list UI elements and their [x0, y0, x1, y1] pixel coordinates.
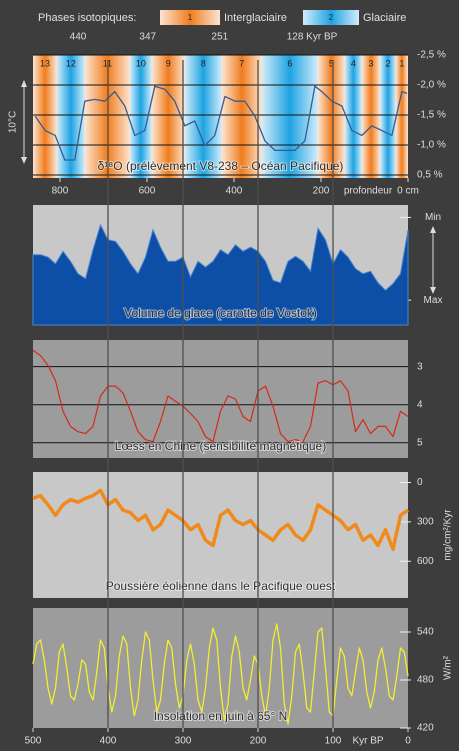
- x-tick-label: 500: [25, 736, 42, 747]
- x-tick-label: 300: [175, 736, 192, 747]
- panel-title: Volume de glace (carotte de Vostok): [124, 306, 317, 320]
- y-tick-label: 420: [417, 723, 434, 734]
- stage-band: [184, 55, 222, 178]
- x-tick-label: 200: [250, 736, 267, 747]
- stage-band: [56, 55, 85, 178]
- stage-label: 1: [399, 58, 404, 68]
- x-tick-label: 600: [139, 186, 156, 197]
- y-tick-label: 4: [417, 399, 423, 410]
- panel-title: Poussière éolienne dans le Pacifique oue…: [106, 579, 336, 593]
- arrow-head: [21, 80, 27, 87]
- stage-label: 2: [385, 58, 390, 68]
- stage-label: 10: [136, 58, 146, 68]
- top-tick-label: 128 Kyr BP: [287, 32, 338, 43]
- y-tick-label: 480: [417, 675, 434, 686]
- y-tick-label: 5: [417, 437, 423, 448]
- legend-label: Interglaciaire: [224, 12, 287, 24]
- x-axis-label: Kyr BP: [352, 736, 383, 747]
- stage-band: [130, 55, 152, 178]
- line: [32, 623, 409, 725]
- stage-band: [261, 55, 318, 178]
- stage-label: 13: [40, 58, 50, 68]
- stage-band: [395, 55, 408, 178]
- arrow-head: [430, 226, 436, 233]
- stage-band: [344, 55, 362, 178]
- x-tick-label: 0: [405, 736, 411, 747]
- legend-swatch: [303, 10, 359, 25]
- stage-band: [380, 55, 396, 178]
- stage-band: [317, 55, 345, 178]
- y-tick-label: -1,5 %: [417, 110, 446, 121]
- side-label: 10°C: [8, 111, 19, 133]
- stage-label: 4: [351, 58, 356, 68]
- stage-label: 5: [329, 58, 334, 68]
- y-tick-label: 300: [417, 517, 434, 528]
- stage-label: 7: [239, 58, 244, 68]
- y-tick-label: Min: [425, 212, 441, 223]
- panel-title: Insolation en juin à 65° N: [154, 709, 288, 723]
- y-tick-label: 0,5 %: [417, 170, 443, 181]
- x-tick-label: 400: [226, 186, 243, 197]
- x-tick-label: 200: [313, 186, 330, 197]
- top-tick-label: 347: [139, 32, 156, 43]
- y-axis-label: mg/cm²/Kyr: [443, 509, 454, 561]
- legend-swatch-label: 1: [188, 13, 193, 22]
- line: [34, 85, 408, 161]
- panel-title: Lœss en Chine (sensibilité magnétique): [115, 439, 326, 453]
- top-tick-label: 440: [70, 32, 87, 43]
- stage-label: 3: [369, 58, 374, 68]
- stage-label: 8: [201, 58, 206, 68]
- y-tick-label: -2,0 %: [417, 80, 446, 91]
- arrow-head: [21, 157, 27, 164]
- stage-band: [151, 55, 185, 178]
- stage-label: 12: [66, 58, 76, 68]
- stage-label: 6: [287, 58, 292, 68]
- x-tick-label: 400: [100, 736, 117, 747]
- y-tick-label: 0: [417, 477, 423, 488]
- arrow-head: [430, 287, 436, 294]
- line: [32, 488, 409, 552]
- line: [32, 349, 409, 443]
- x-tick-label: 800: [52, 186, 69, 197]
- x-tick-label: 0 cm: [397, 186, 419, 197]
- x-axis-label: profondeur: [344, 186, 393, 197]
- panel-title: δ¹⁸O (prélèvement V8-238 – Océan Pacifiq…: [98, 159, 344, 173]
- top-tick-label: 251: [211, 32, 228, 43]
- y-tick-label: 540: [417, 627, 434, 638]
- y-tick-label: -1,0 %: [417, 140, 446, 151]
- stage-band: [361, 55, 381, 178]
- y-tick-label: Max: [424, 295, 443, 306]
- stage-label: 9: [166, 58, 171, 68]
- panel-background: [33, 340, 408, 458]
- legend-swatch: [160, 10, 220, 25]
- legend-title: Phases isotopiques:: [38, 12, 136, 24]
- stage-band: [33, 55, 57, 178]
- area: [32, 223, 409, 326]
- y-axis-label: W/m²: [443, 655, 454, 680]
- legend-label: Glaciaire: [363, 12, 406, 24]
- legend-swatch-label: 2: [329, 13, 334, 22]
- y-tick-label: 3: [417, 361, 423, 372]
- y-tick-label: -2,5 %: [417, 50, 446, 61]
- x-tick-label: 100: [325, 736, 342, 747]
- y-tick-label: 600: [417, 556, 434, 567]
